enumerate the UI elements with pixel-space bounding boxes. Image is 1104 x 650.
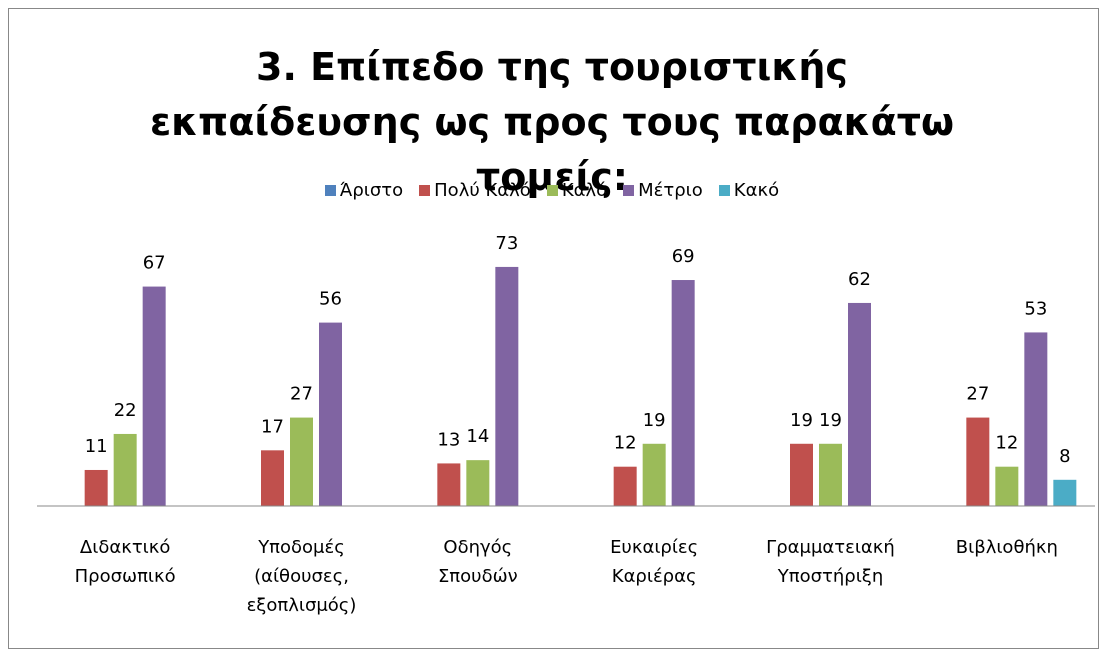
data-label: 12 — [614, 433, 637, 454]
legend-label: Πολύ Καλό — [434, 180, 531, 201]
data-label: 19 — [643, 410, 666, 431]
data-label: 17 — [261, 416, 284, 437]
data-label: 73 — [495, 233, 518, 254]
data-label: 8 — [1059, 446, 1070, 467]
legend: Άριστο Πολύ Καλό Καλό Μέτριο Κακό — [0, 180, 1104, 201]
legend-item: Άριστο — [324, 180, 404, 201]
bar — [819, 443, 842, 506]
legend-swatch — [546, 185, 558, 196]
legend-label: Καλό — [561, 180, 608, 201]
bar — [466, 460, 490, 506]
bar — [671, 280, 695, 506]
legend-item: Κακό — [718, 180, 780, 201]
data-label: 19 — [790, 410, 813, 431]
bar — [142, 286, 166, 506]
x-tick-label: Ευκαιρίες Καριέρας — [610, 537, 699, 587]
data-label: 69 — [672, 246, 695, 267]
legend-swatch — [324, 185, 336, 196]
x-tick-label: Γραμματειακή Υποστήριξη — [766, 537, 895, 587]
data-label: 27 — [290, 384, 313, 405]
legend-label: Μέτριο — [638, 180, 703, 201]
bar — [84, 469, 108, 506]
legend-item: Μέτριο — [623, 180, 703, 201]
bar — [1024, 332, 1048, 506]
x-tick-label: Οδηγός Σπουδών — [437, 537, 518, 587]
data-label: 67 — [143, 253, 166, 274]
bar — [995, 466, 1019, 506]
bar — [966, 417, 990, 506]
bar — [790, 443, 813, 506]
data-label: 12 — [995, 433, 1018, 454]
data-label: 56 — [319, 289, 342, 310]
bar — [290, 417, 313, 506]
legend-item: Καλό — [546, 180, 608, 201]
x-tick-label: Διδακτικό Προσωπικό — [74, 537, 176, 587]
bar — [613, 466, 637, 506]
bar — [642, 443, 666, 506]
legend-swatch — [623, 185, 635, 196]
bar — [113, 433, 137, 506]
data-label: 13 — [437, 429, 460, 450]
x-tick-label: Βιβλιοθήκη — [955, 537, 1058, 558]
legend-label: Κακό — [733, 180, 780, 201]
data-label: 62 — [848, 269, 871, 290]
legend-swatch — [419, 185, 431, 196]
x-tick-label: Υποδομές (αίθουσες, εξοπλισμός) — [246, 537, 357, 616]
bar — [319, 322, 342, 506]
data-label: 22 — [114, 400, 137, 421]
bar — [437, 463, 461, 506]
bar — [848, 302, 871, 506]
legend-label: Άριστο — [339, 180, 404, 201]
legend-swatch — [718, 185, 730, 196]
bar — [495, 266, 519, 506]
bar — [1053, 479, 1077, 506]
data-label: 53 — [1024, 298, 1047, 319]
data-label: 11 — [85, 436, 108, 457]
legend-item: Πολύ Καλό — [419, 180, 531, 201]
chart-title: 3. Επίπεδο της τουριστικής εκπαίδευσης ω… — [150, 45, 954, 199]
chart-border — [8, 8, 1099, 649]
data-label: 27 — [966, 384, 989, 405]
bar — [261, 450, 284, 506]
data-label: 14 — [466, 426, 489, 447]
data-label: 19 — [819, 410, 842, 431]
